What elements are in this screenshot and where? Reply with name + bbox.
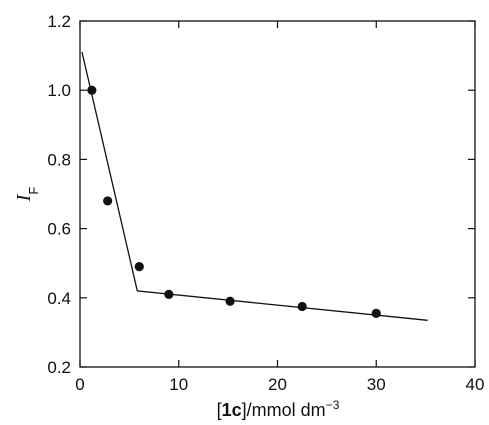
x-axis-label: [1c]/mmol dm−3 [217, 398, 340, 420]
data-point [134, 262, 144, 272]
y-tick-label: 0.4 [47, 289, 71, 308]
y-axis-label-subscript: F [26, 187, 41, 195]
data-point [371, 308, 381, 318]
x-axis-label-bracket-open: [ [217, 400, 222, 420]
y-axis-label-symbol: I [13, 193, 35, 202]
x-tick-label: 0 [75, 375, 84, 394]
y-tick-label: 0.2 [47, 358, 71, 377]
data-point [164, 289, 174, 299]
x-tick-label: 40 [466, 375, 485, 394]
x-tick-label: 30 [367, 375, 386, 394]
y-axis-label: IF [13, 187, 41, 203]
plot-frame [79, 20, 476, 368]
y-tick-label: 0.8 [47, 150, 71, 169]
y-tick-label: 0.6 [47, 220, 71, 239]
y-tick-label: 1.2 [47, 12, 71, 31]
y-axis-ticks: 0.2 0.4 0.6 0.8 1.0 1.2 [47, 12, 475, 377]
data-points-layer [87, 85, 381, 318]
y-tick-label: 1.0 [47, 81, 71, 100]
fit-line-layer [81, 51, 428, 321]
data-point [225, 296, 235, 306]
data-point [103, 196, 113, 206]
x-tick-label: 20 [268, 375, 287, 394]
x-axis-ticks: 0 10 20 30 40 [75, 21, 484, 394]
x-axis-label-bracket-close: ] [242, 400, 247, 420]
x-axis-label-exponent: −3 [326, 398, 340, 412]
data-point [297, 301, 307, 312]
fit-line [81, 51, 428, 321]
x-axis-label-compound: 1c [222, 400, 242, 420]
x-tick-label: 10 [169, 375, 188, 394]
x-axis-label-unit: /mmol dm [247, 400, 326, 420]
data-point [87, 85, 97, 95]
